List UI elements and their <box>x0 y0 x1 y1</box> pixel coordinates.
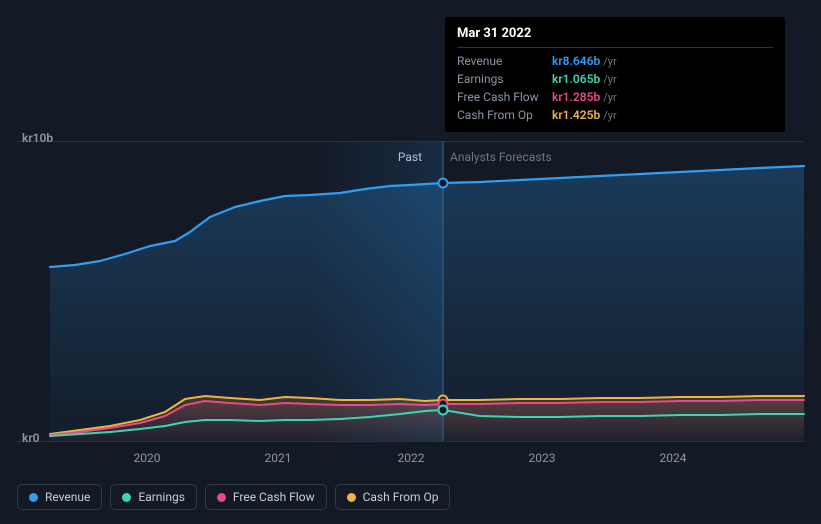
tooltip-row: Revenuekr8.646b/yr <box>457 52 773 70</box>
tooltip-row-value: kr1.065b <box>552 72 600 86</box>
tooltip-row: Earningskr1.065b/yr <box>457 70 773 88</box>
tooltip-row: Free Cash Flowkr1.285b/yr <box>457 88 773 106</box>
tooltip-row-label: Cash From Op <box>457 108 552 122</box>
financials-chart: kr0 kr10b Past Analysts Forecasts 2020 202… <box>0 0 821 524</box>
tooltip-row-unit: /yr <box>603 109 616 122</box>
tooltip-title: Mar 31 2022 <box>457 26 773 48</box>
legend-label: Cash From Op <box>363 490 439 504</box>
x-axis-label: 2024 <box>660 451 687 465</box>
tooltip-row-label: Revenue <box>457 54 552 68</box>
tooltip-row: Cash From Opkr1.425b/yr <box>457 106 773 124</box>
marker-dot-earnings <box>439 406 448 415</box>
cash_from_op-area <box>50 396 804 441</box>
chart-tooltip: Mar 31 2022 Revenuekr8.646b/yrEarningskr… <box>445 17 785 132</box>
forecast-section-label: Analysts Forecasts <box>450 150 552 164</box>
legend-swatch <box>217 493 226 502</box>
legend-item-free_cash_flow[interactable]: Free Cash Flow <box>205 484 327 510</box>
legend-item-revenue[interactable]: Revenue <box>17 484 102 510</box>
revenue-line <box>50 166 804 267</box>
y-gridline <box>17 141 804 142</box>
marker-dot-free_cash_flow <box>439 400 448 409</box>
legend-swatch <box>347 493 356 502</box>
x-axis-label: 2020 <box>134 451 161 465</box>
tooltip-row-value: kr8.646b <box>552 54 600 68</box>
y-axis-label: kr10b <box>22 131 53 145</box>
cash_from_op-line <box>50 396 804 434</box>
y-gridline <box>17 441 804 442</box>
earnings-line <box>50 410 804 436</box>
marker-dot-cash_from_op <box>439 396 448 405</box>
tooltip-row-unit: /yr <box>603 73 616 86</box>
legend-item-cash_from_op[interactable]: Cash From Op <box>335 484 451 510</box>
tooltip-row-label: Free Cash Flow <box>457 90 552 104</box>
x-axis-label: 2022 <box>398 451 425 465</box>
legend-label: Revenue <box>45 490 90 504</box>
tooltip-row-value: kr1.285b <box>552 90 600 104</box>
free_cash_flow-area <box>50 400 804 441</box>
tooltip-row-unit: /yr <box>603 55 616 68</box>
free_cash_flow-line <box>50 400 804 435</box>
legend-label: Earnings <box>138 490 185 504</box>
legend-item-earnings[interactable]: Earnings <box>110 484 197 510</box>
legend-label: Free Cash Flow <box>233 490 315 504</box>
chart-legend: Revenue Earnings Free Cash Flow Cash From O… <box>17 484 450 510</box>
tooltip-row-label: Earnings <box>457 72 552 86</box>
past-region-shade <box>308 141 443 441</box>
past-section-label: Past <box>398 150 422 164</box>
legend-swatch <box>122 493 131 502</box>
tooltip-row-unit: /yr <box>603 91 616 104</box>
x-axis-label: 2021 <box>265 451 292 465</box>
x-axis-label: 2023 <box>529 451 556 465</box>
revenue-area <box>50 166 804 441</box>
y-axis-label: kr0 <box>22 431 40 445</box>
tooltip-row-value: kr1.425b <box>552 108 600 122</box>
legend-swatch <box>29 493 38 502</box>
marker-dot-revenue <box>439 179 448 188</box>
